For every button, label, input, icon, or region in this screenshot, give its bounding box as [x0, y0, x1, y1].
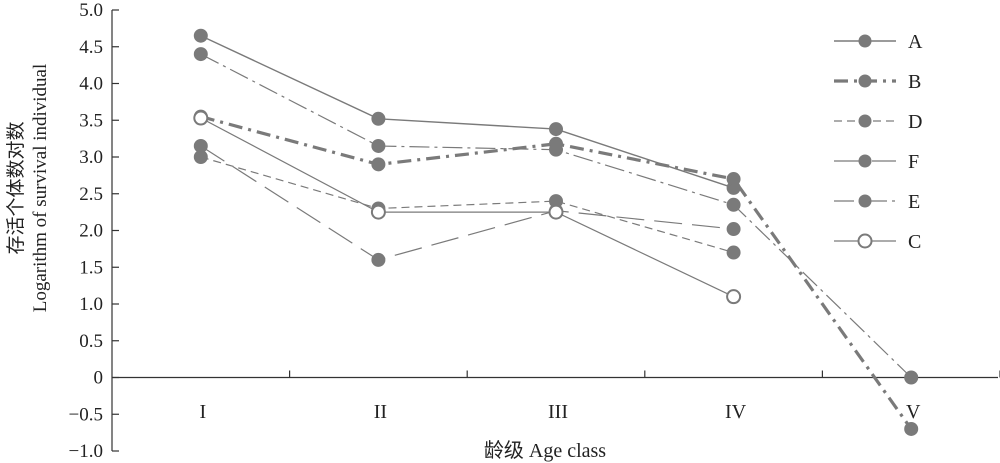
- series-line-C: [200, 117, 734, 298]
- legend-marker-A: [858, 34, 872, 48]
- y-axis-label-cn: 存活个体数对数: [5, 121, 27, 254]
- point-E: [549, 142, 563, 157]
- point-C: [370, 204, 386, 220]
- x-axis-label: 龄级 Age class: [484, 439, 606, 462]
- legend-label-E: E: [908, 191, 920, 213]
- point-E: [726, 197, 741, 212]
- x-tick-label: II: [374, 401, 387, 423]
- legend-item-C: C: [834, 231, 921, 253]
- x-tick-label: I: [199, 401, 206, 423]
- series-line-A: [200, 35, 734, 189]
- legend-label-D: D: [908, 111, 922, 133]
- y-axis-label-en: Logarithm of survival individual: [30, 64, 51, 313]
- legend-marker-F: [858, 154, 872, 168]
- y-tick-label: 2.5: [79, 184, 103, 205]
- series-line-B: [200, 115, 913, 430]
- legend-item-E: E: [834, 191, 920, 213]
- point-C: [548, 204, 564, 220]
- point-E: [193, 47, 208, 62]
- point-E: [904, 370, 919, 385]
- y-tick-label: 3.5: [79, 110, 103, 131]
- point-E: [371, 138, 386, 153]
- legend-label-A: A: [908, 31, 923, 53]
- legend-label-C: C: [908, 231, 921, 253]
- y-axis-label: 存活个体数对数 Logarithm of survival individual: [5, 64, 51, 313]
- x-tick-label: V: [906, 401, 921, 423]
- y-tick-label: 0.5: [79, 331, 103, 352]
- legend-label-F: F: [908, 151, 919, 173]
- y-tick-label: 5.0: [79, 0, 103, 21]
- y-tick-label: −0.5: [69, 404, 103, 425]
- y-tick-label: −1.0: [69, 441, 103, 462]
- series-line-D: [200, 156, 734, 254]
- point-B: [726, 172, 741, 187]
- legend-marker-E: [858, 194, 872, 208]
- y-tick-label: 3.0: [79, 147, 103, 168]
- y-tick-label: 0: [94, 368, 104, 389]
- legend-item-B: B: [834, 71, 921, 93]
- point-F: [371, 252, 386, 267]
- legend-marker-C: [857, 233, 873, 249]
- series-markers: [193, 28, 919, 436]
- point-C: [193, 110, 209, 126]
- y-tick-label: 1.5: [79, 257, 103, 278]
- legend-item-A: A: [834, 31, 923, 53]
- point-A: [549, 122, 563, 137]
- point-F: [193, 138, 208, 153]
- point-A: [193, 28, 208, 43]
- x-tick-label: IV: [725, 401, 747, 423]
- legend-label-B: B: [908, 71, 921, 93]
- y-tick-label: 1.0: [79, 294, 103, 315]
- y-tick-label: 2.0: [79, 221, 103, 242]
- legend-marker-D: [858, 114, 872, 128]
- series-lines: [200, 35, 913, 430]
- point-F: [726, 222, 741, 237]
- axes: 5.0 4.5 4.0 3.5 3.0 2.5 2.0 1.5 1.0 0.5 0 −0.5 −1.0 I…: [69, 0, 1000, 462]
- point-B: [904, 421, 919, 436]
- y-tick-label: 4.5: [79, 37, 103, 58]
- legend-item-D: D: [834, 111, 922, 133]
- legend-item-F: F: [834, 151, 919, 173]
- y-tick-label: 4.0: [79, 74, 103, 95]
- series-line-F: [200, 145, 734, 261]
- point-A: [371, 111, 386, 126]
- x-tick-label: III: [548, 401, 568, 423]
- legend-marker-B: [858, 74, 872, 88]
- point-D: [726, 245, 741, 260]
- point-C: [726, 289, 742, 305]
- point-B: [371, 157, 386, 172]
